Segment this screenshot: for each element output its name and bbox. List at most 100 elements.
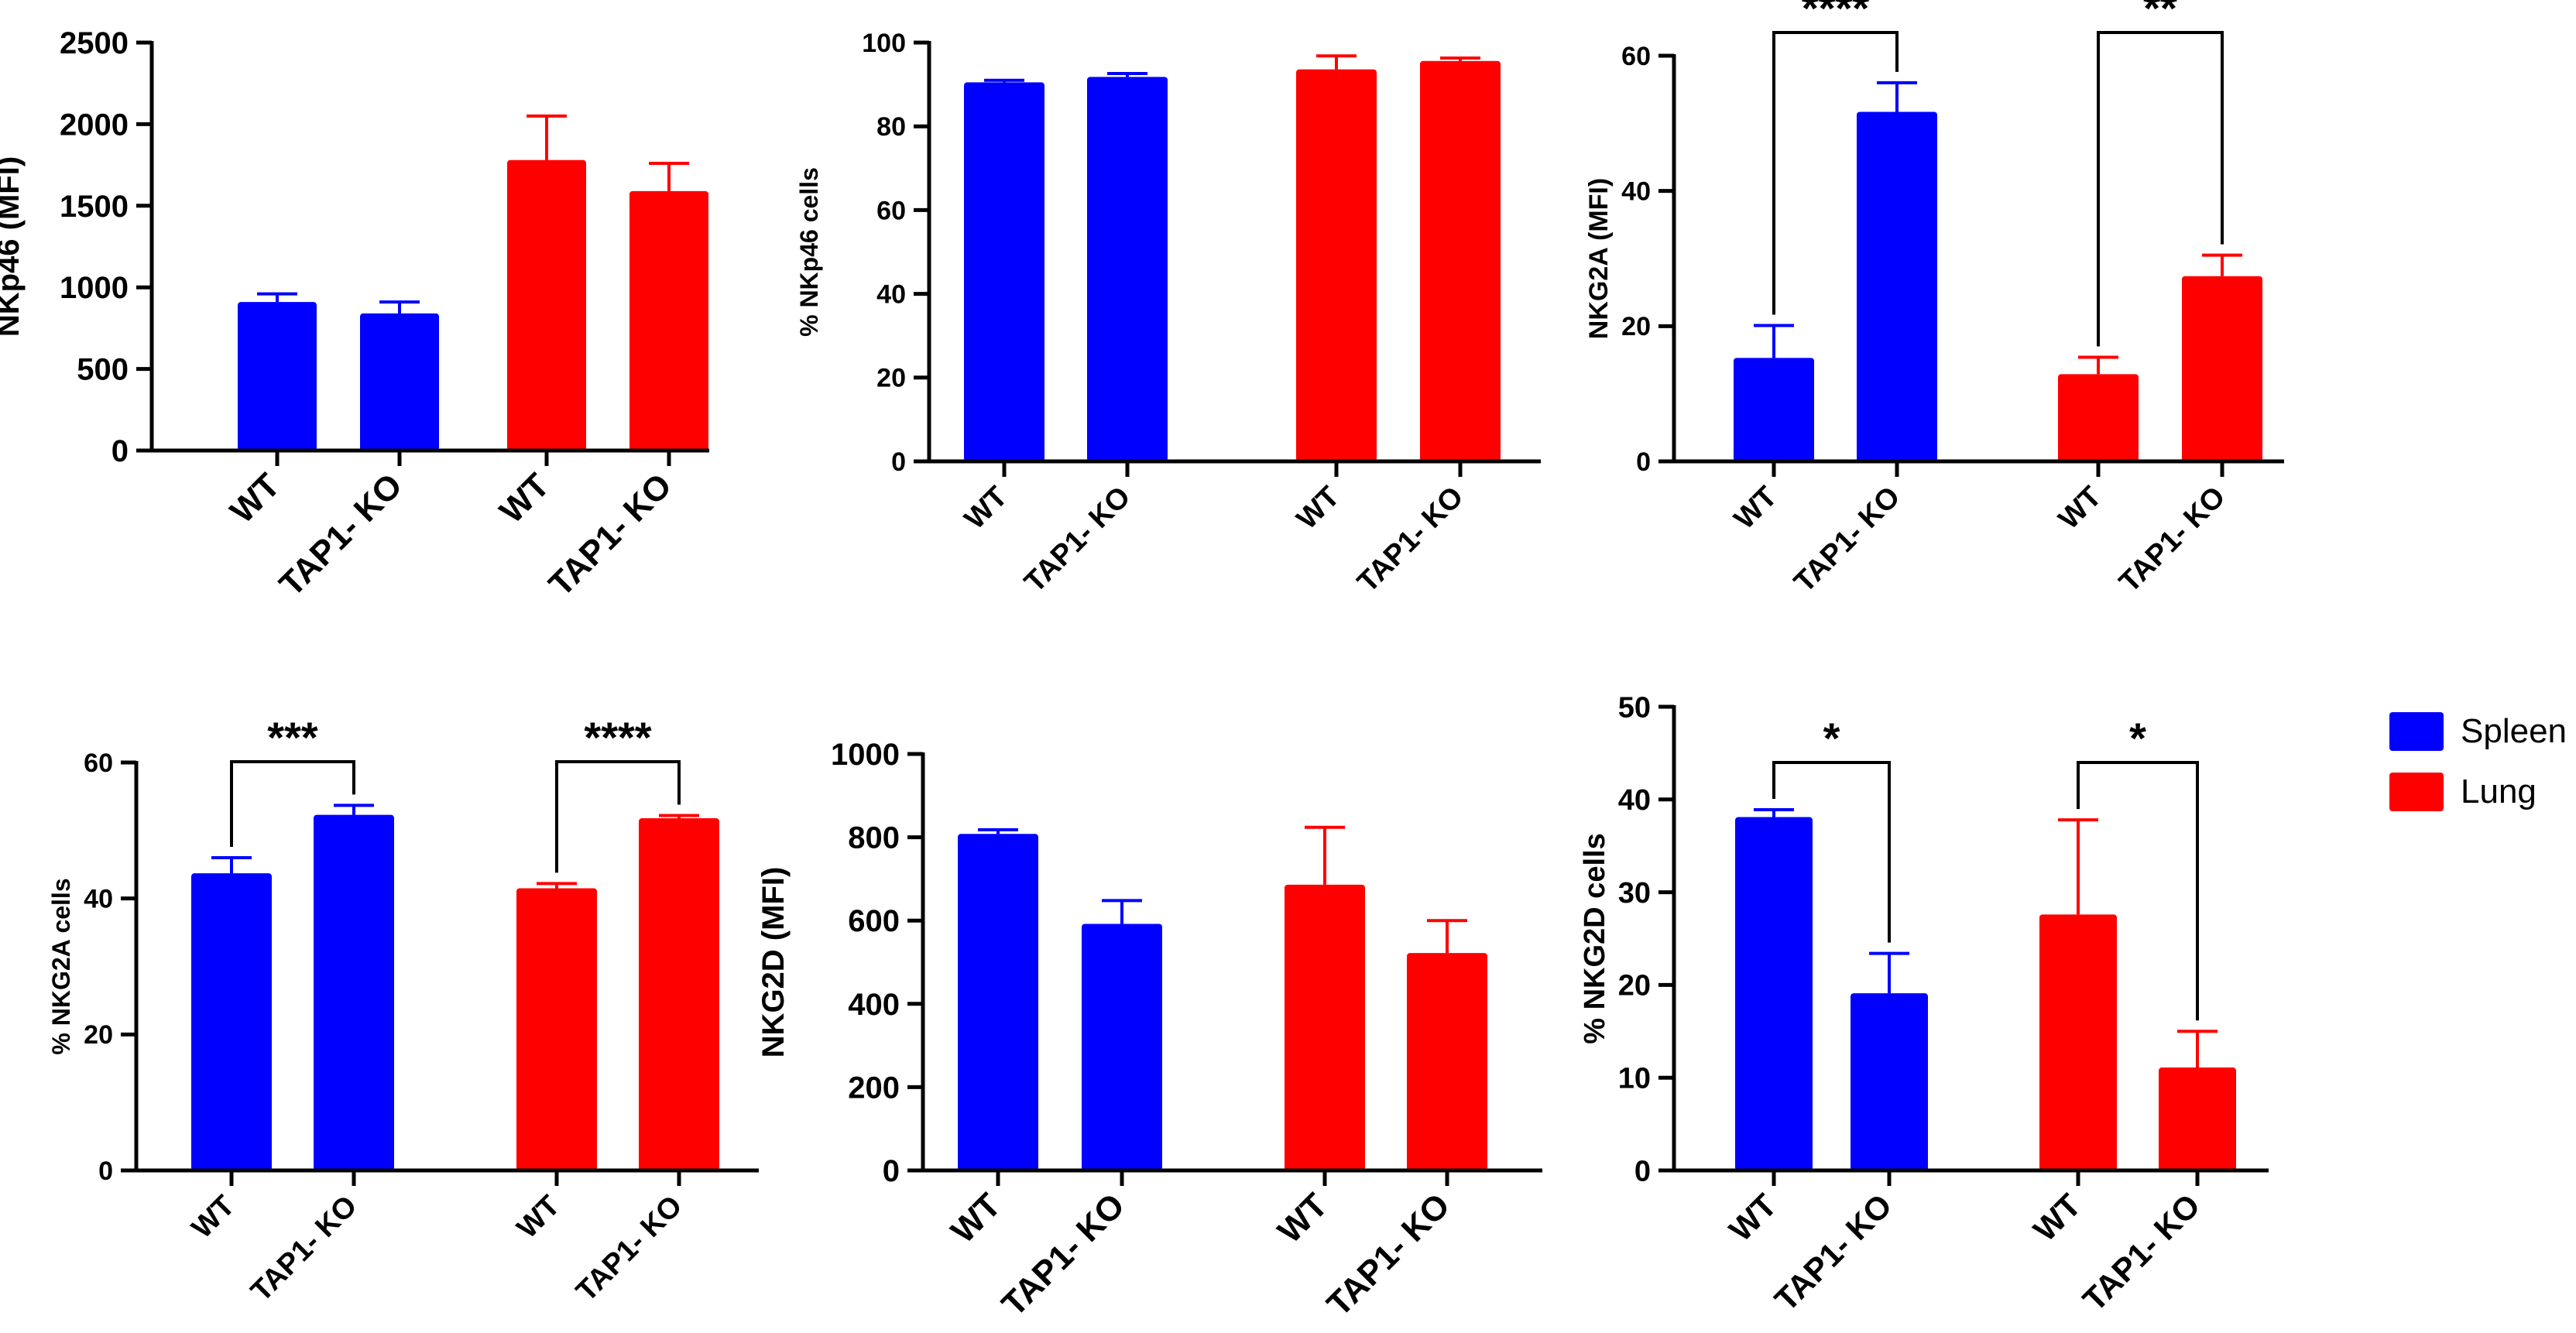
y-tick-label: 800 [848,821,900,855]
x-category-label: WT [1271,1186,1335,1250]
x-category-label: TAP1- KO [1788,481,1906,599]
y-tick-label: 0 [1634,1155,1651,1187]
bar-lung-2 [2058,374,2139,461]
bar-spleen-1 [314,814,394,1170]
y-tick-label: 0 [891,447,906,477]
significance-bracket [2097,31,2224,347]
y-tick-label: 20 [84,1020,113,1050]
y-tick-label: 60 [876,196,906,225]
y-tick-label: 500 [77,353,129,387]
bar-lung-2 [1285,884,1365,1170]
y-tick-label: 600 [848,904,900,938]
legend-swatch-spleen [2389,712,2444,751]
legend-item-spleen: Spleen [2389,711,2567,752]
bar-spleen-1 [1857,111,1937,461]
x-category-label: WT [1291,481,1346,536]
x-category-label: WT [1728,481,1783,536]
bar-lung-3 [639,818,719,1170]
y-axis-title: % NKG2A cells [47,878,75,1054]
bar-lung-2 [516,888,597,1170]
significance-label: ** [2143,0,2177,33]
x-category-label: TAP1- KO [1320,1186,1458,1324]
y-tick-label: 0 [98,1157,113,1186]
y-tick-label: 80 [876,112,906,142]
significance-label: *** [267,713,318,762]
y-tick-label: 20 [876,364,906,393]
y-tick-label: 40 [1618,784,1651,817]
y-tick-label: 100 [862,29,906,58]
y-tick-label: 2000 [60,108,129,142]
significance-label: **** [584,713,651,762]
x-category-label: WT [2026,1187,2088,1249]
x-category-label: TAP1- KO [1351,481,1470,599]
y-tick-label: 0 [1636,447,1651,477]
x-category-label: TAP1- KO [570,1190,688,1308]
y-tick-label: 1000 [60,271,129,305]
x-category-label: WT [1722,1187,1784,1249]
bar-spleen-1 [1087,77,1168,461]
significance-label: * [2129,714,2146,762]
bar-spleen-0 [1734,358,1814,461]
significance-bracket [1772,31,1899,315]
y-tick-label: 20 [1618,970,1651,1002]
y-tick-label: 200 [848,1071,900,1105]
y-tick-label: 60 [1621,42,1651,71]
bar-spleen-0 [1735,817,1813,1170]
y-tick-label: 60 [84,749,113,778]
bar-lung-3 [2159,1067,2236,1170]
x-category-label: TAP1- KO [2076,1187,2207,1318]
y-tick-label: 10 [1618,1063,1651,1095]
significance-bracket [1772,761,1891,943]
bar-lung-2 [2039,914,2117,1170]
y-tick-label: 0 [883,1154,900,1188]
x-category-label: WT [2053,481,2108,536]
y-tick-label: 20 [1621,312,1651,341]
bar-lung-2 [507,159,586,451]
x-category-label: TAP1- KO [245,1190,363,1308]
y-tick-label: 40 [84,885,113,914]
legend-item-lung: Lung [2389,771,2567,813]
x-category-label: TAP1- KO [1018,481,1137,599]
bar-spleen-0 [964,82,1044,462]
bar-spleen-0 [958,834,1038,1170]
y-tick-label: 40 [876,280,906,310]
y-tick-label: 30 [1618,877,1651,910]
x-category-label: TAP1- KO [273,466,410,604]
y-tick-label: 0 [111,434,129,468]
legend-label-lung: Lung [2461,773,2537,810]
significance-label: * [1823,714,1840,762]
bar-lung-3 [1420,60,1501,461]
bar-spleen-1 [360,313,439,451]
y-tick-label: 400 [848,988,900,1022]
x-category-label: TAP1- KO [2113,481,2231,599]
x-category-label: WT [492,466,557,530]
x-category-label: WT [959,481,1014,536]
bar-lung-3 [629,190,708,451]
x-category-label: TAP1- KO [1768,1187,1899,1318]
y-tick-label: 2500 [60,26,129,60]
x-category-label: WT [186,1190,241,1245]
legend-swatch-lung [2389,773,2444,811]
x-category-label: WT [223,466,287,530]
legend: Spleen Lung [2389,711,2567,831]
y-axis-title: % NKG2D cells [1579,833,1611,1043]
bar-spleen-0 [238,302,317,451]
bar-lung-3 [2182,276,2262,461]
significance-label: **** [1802,0,1869,33]
significance-bracket [230,760,355,847]
bar-spleen-1 [1851,993,1928,1170]
x-category-label: TAP1- KO [995,1186,1133,1324]
y-tick-label: 1000 [831,738,900,772]
significance-bracket [2077,761,2199,1021]
y-tick-label: 50 [1618,691,1651,724]
significance-bracket [555,760,681,873]
bar-lung-3 [1407,953,1487,1170]
bar-lung-2 [1296,69,1377,462]
